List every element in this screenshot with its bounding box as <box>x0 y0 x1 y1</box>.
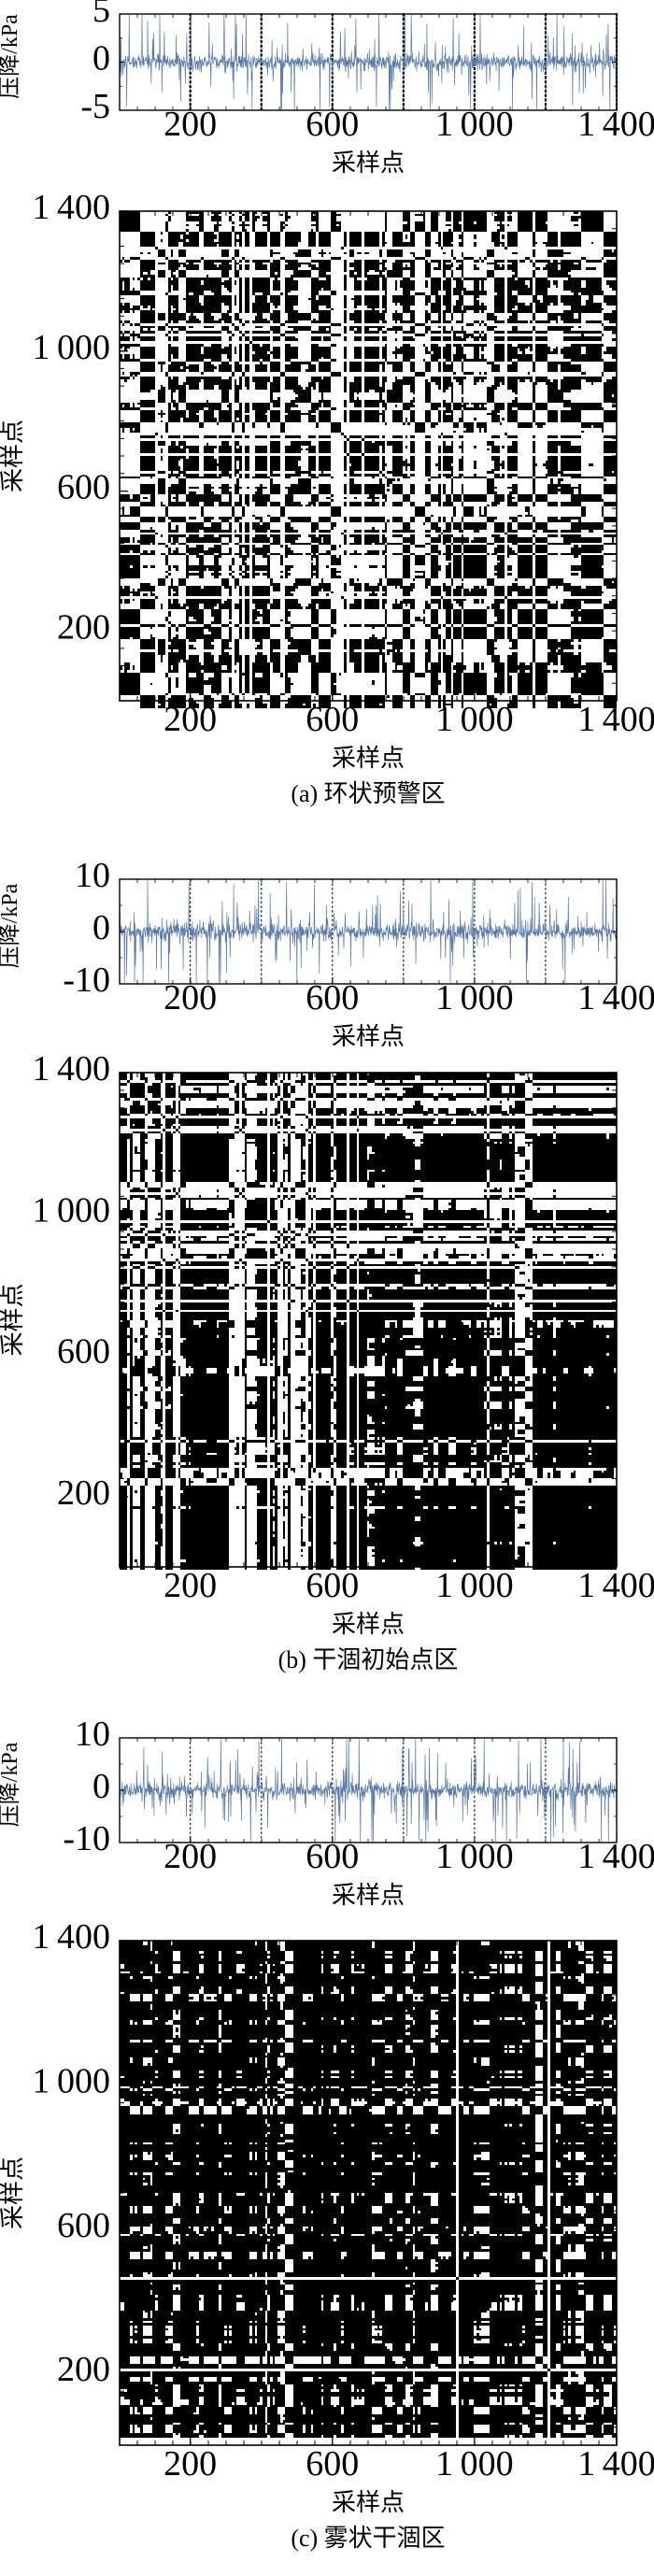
svg-text:600: 600 <box>57 1332 110 1372</box>
svg-text:压降/kPa: 压降/kPa <box>0 1742 22 1827</box>
svg-text:1 000: 1 000 <box>435 105 514 144</box>
svg-text:-10: -10 <box>63 961 110 1000</box>
svg-text:1 400: 1 400 <box>32 1049 110 1089</box>
svg-text:采样点: 采样点 <box>332 1611 405 1638</box>
svg-text:1 400: 1 400 <box>32 188 110 227</box>
svg-text:0: 0 <box>92 1767 110 1806</box>
svg-text:1 000: 1 000 <box>32 328 110 367</box>
svg-text:(a) 环状预警区: (a) 环状预警区 <box>291 780 445 807</box>
svg-text:10: 10 <box>75 1715 110 1754</box>
svg-text:采样点: 采样点 <box>0 2156 26 2229</box>
svg-text:(b) 干涸初始点区: (b) 干涸初始点区 <box>278 1646 459 1673</box>
svg-text:1 400: 1 400 <box>577 1566 654 1605</box>
svg-text:采样点: 采样点 <box>332 745 405 772</box>
svg-text:200: 200 <box>164 1837 217 1876</box>
svg-text:0: 0 <box>92 908 110 947</box>
svg-text:1 000: 1 000 <box>435 1837 514 1876</box>
svg-text:200: 200 <box>164 2444 217 2483</box>
svg-text:采样点: 采样点 <box>332 2489 405 2516</box>
svg-text:1 000: 1 000 <box>32 1190 110 1230</box>
svg-text:采样点: 采样点 <box>0 420 26 492</box>
svg-text:1 000: 1 000 <box>435 1566 514 1605</box>
svg-text:1 000: 1 000 <box>32 2061 110 2100</box>
svg-text:1 000: 1 000 <box>435 2444 514 2483</box>
svg-text:1 000: 1 000 <box>435 700 514 739</box>
svg-text:200: 200 <box>57 1473 110 1513</box>
svg-text:采样点: 采样点 <box>332 1882 405 1909</box>
svg-text:600: 600 <box>306 978 359 1018</box>
svg-text:采样点: 采样点 <box>332 149 405 177</box>
svg-text:1 400: 1 400 <box>32 1917 110 1957</box>
svg-text:压降/kPa: 压降/kPa <box>0 883 22 968</box>
svg-text:压降/kPa: 压降/kPa <box>0 14 22 99</box>
svg-text:200: 200 <box>164 700 217 739</box>
svg-text:-10: -10 <box>63 1819 110 1858</box>
svg-text:1 400: 1 400 <box>577 2444 654 2483</box>
svg-text:10: 10 <box>75 856 110 895</box>
svg-text:600: 600 <box>57 468 110 507</box>
svg-text:5: 5 <box>92 0 110 30</box>
svg-text:0: 0 <box>92 39 110 78</box>
svg-text:1 400: 1 400 <box>577 700 654 739</box>
svg-text:200: 200 <box>57 607 110 647</box>
svg-text:200: 200 <box>164 978 217 1018</box>
svg-text:200: 200 <box>164 1566 217 1605</box>
svg-text:600: 600 <box>306 700 359 739</box>
svg-text:600: 600 <box>306 1837 359 1876</box>
svg-text:600: 600 <box>306 105 359 144</box>
svg-text:采样点: 采样点 <box>332 1023 405 1050</box>
svg-text:600: 600 <box>57 2206 110 2245</box>
svg-text:600: 600 <box>306 1566 359 1605</box>
svg-text:(c) 雾状干涸区: (c) 雾状干涸区 <box>291 2525 445 2552</box>
svg-text:200: 200 <box>57 2350 110 2389</box>
svg-text:1 000: 1 000 <box>435 978 514 1018</box>
svg-text:采样点: 采样点 <box>0 1283 26 1356</box>
svg-text:200: 200 <box>164 105 217 144</box>
svg-text:600: 600 <box>306 2444 359 2483</box>
svg-text:-5: -5 <box>80 87 110 126</box>
